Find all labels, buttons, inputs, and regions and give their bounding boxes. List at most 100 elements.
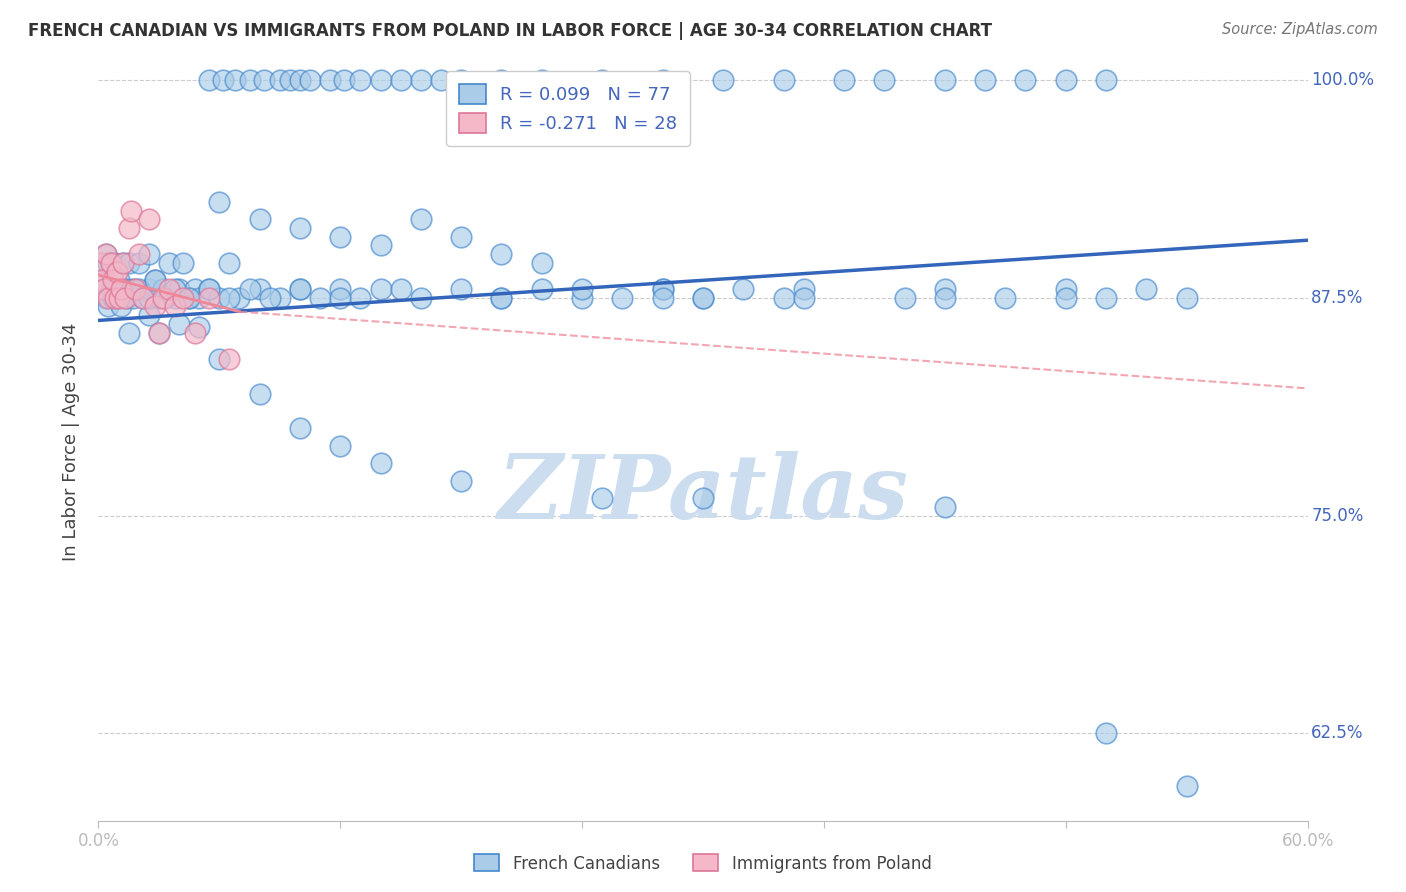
Point <box>184 326 207 340</box>
Point <box>329 282 352 296</box>
Point <box>89 256 111 270</box>
Point <box>153 291 176 305</box>
Point <box>101 291 124 305</box>
Point <box>114 282 136 296</box>
Point <box>349 73 371 87</box>
Point <box>218 256 240 270</box>
Point <box>198 282 221 296</box>
Point <box>430 73 453 87</box>
Point <box>530 256 553 270</box>
Point <box>124 282 146 296</box>
Point <box>370 73 392 87</box>
Point <box>409 291 432 305</box>
Point <box>1054 282 1077 296</box>
Text: 62.5%: 62.5% <box>1312 724 1364 742</box>
Point <box>651 291 673 305</box>
Point <box>1054 291 1077 305</box>
Point <box>793 282 815 296</box>
Point <box>224 73 246 87</box>
Point <box>143 300 166 314</box>
Point <box>288 421 311 435</box>
Point <box>212 73 235 87</box>
Point <box>132 291 155 305</box>
Point <box>143 273 166 287</box>
Point <box>269 73 291 87</box>
Point <box>832 73 855 87</box>
Point <box>329 229 352 244</box>
Point <box>873 73 896 87</box>
Point <box>491 291 513 305</box>
Point <box>974 73 997 87</box>
Point <box>114 291 136 305</box>
Point <box>97 256 120 270</box>
Point <box>188 291 211 305</box>
Point <box>249 212 271 227</box>
Text: ZIPatlas: ZIPatlas <box>498 451 908 538</box>
Point <box>530 73 553 87</box>
Point <box>491 73 513 87</box>
Point <box>118 256 141 270</box>
Point <box>772 291 794 305</box>
Point <box>96 247 118 261</box>
Text: FRENCH CANADIAN VS IMMIGRANTS FROM POLAND IN LABOR FORCE | AGE 30-34 CORRELATION: FRENCH CANADIAN VS IMMIGRANTS FROM POLAN… <box>28 22 993 40</box>
Point <box>571 282 593 296</box>
Point <box>148 326 170 340</box>
Point <box>152 282 174 296</box>
Point <box>97 300 120 314</box>
Point <box>138 212 160 227</box>
Point <box>269 291 291 305</box>
Point <box>1095 726 1118 740</box>
Point <box>228 291 250 305</box>
Point <box>1135 282 1157 296</box>
Point <box>100 256 122 270</box>
Point <box>218 351 240 366</box>
Point <box>105 264 128 278</box>
Point <box>893 291 915 305</box>
Point <box>530 282 553 296</box>
Point <box>100 256 122 270</box>
Point <box>107 291 129 305</box>
Point <box>239 73 262 87</box>
Point <box>89 256 111 270</box>
Point <box>612 291 634 305</box>
Point <box>1014 73 1036 87</box>
Point <box>208 351 231 366</box>
Point <box>733 282 755 296</box>
Point <box>101 273 124 287</box>
Point <box>103 291 125 305</box>
Point <box>218 291 240 305</box>
Point <box>167 317 190 331</box>
Point <box>100 282 122 296</box>
Point <box>184 282 207 296</box>
Point <box>110 282 132 296</box>
Point <box>389 282 412 296</box>
Point <box>591 491 613 506</box>
Point <box>571 291 593 305</box>
Legend: R = 0.099   N = 77, R = -0.271   N = 28: R = 0.099 N = 77, R = -0.271 N = 28 <box>446 71 690 145</box>
Point <box>132 291 155 305</box>
Point <box>198 73 221 87</box>
Point <box>157 282 180 296</box>
Point <box>111 256 134 270</box>
Point <box>148 326 170 340</box>
Point <box>110 300 132 314</box>
Point <box>288 221 311 235</box>
Point <box>97 291 120 305</box>
Text: 87.5%: 87.5% <box>1312 289 1364 307</box>
Point <box>450 229 472 244</box>
Point <box>163 291 186 305</box>
Point <box>994 291 1017 305</box>
Point <box>329 291 352 305</box>
Point <box>934 291 956 305</box>
Point <box>101 282 124 296</box>
Point <box>934 73 956 87</box>
Point <box>253 73 276 87</box>
Point <box>692 291 714 305</box>
Point <box>309 291 332 305</box>
Point <box>1095 291 1118 305</box>
Point <box>91 273 114 287</box>
Point <box>1095 73 1118 87</box>
Point <box>772 73 794 87</box>
Point <box>152 291 174 305</box>
Point <box>179 291 201 305</box>
